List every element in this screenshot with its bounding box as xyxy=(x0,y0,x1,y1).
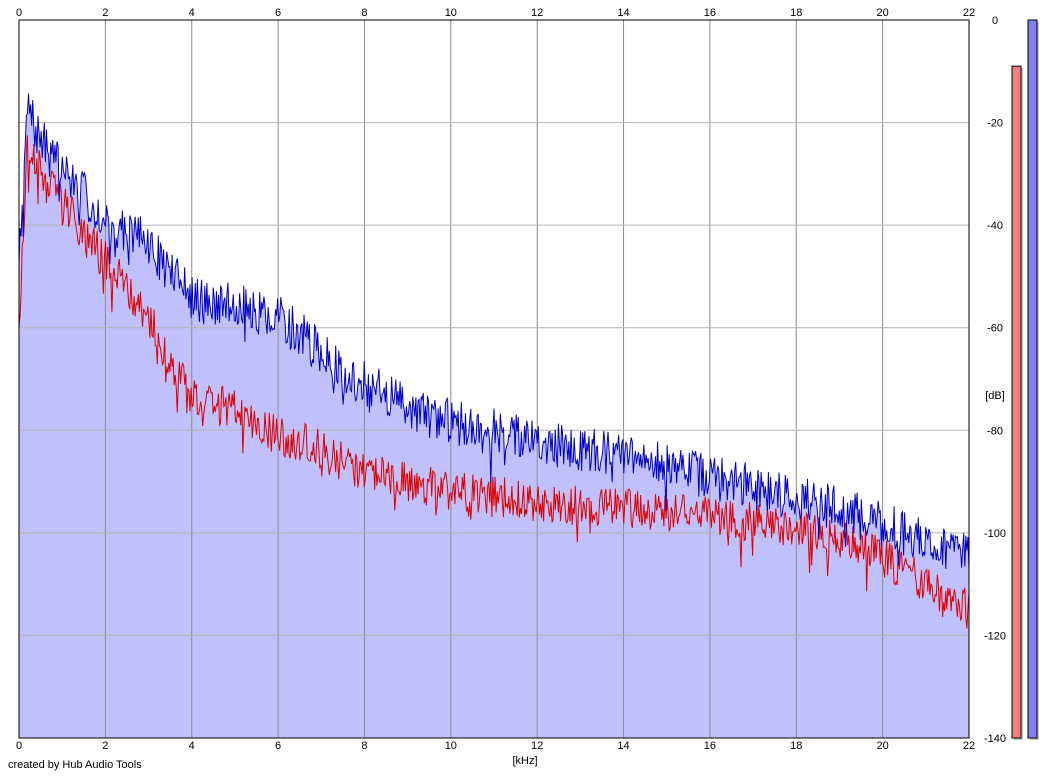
x-tick-top-label: 4 xyxy=(189,7,195,19)
x-tick-top-label: 16 xyxy=(704,7,716,19)
level-meter-bar xyxy=(1011,65,1022,739)
y-tick-label: -20 xyxy=(987,118,1003,130)
series-lines xyxy=(18,93,970,629)
x-tick-top-label: 6 xyxy=(275,7,281,19)
level-meters xyxy=(1011,19,1039,740)
x-tick-top-label: 2 xyxy=(102,7,108,19)
level-meter-bar xyxy=(1027,19,1038,739)
x-tick-bottom-label: 8 xyxy=(361,740,367,752)
y-tick-label: -40 xyxy=(987,220,1003,232)
x-tick-top-label: 8 xyxy=(361,7,367,19)
y-ticks-right: 0 -20 -40 -60 -80 -100 -120 -140 xyxy=(984,15,1006,745)
x-tick-top-label: 14 xyxy=(617,7,629,19)
x-tick-bottom-label: 0 xyxy=(16,740,22,752)
y-tick-label: -80 xyxy=(987,425,1003,437)
x-tick-bottom-label: 22 xyxy=(963,740,975,752)
x-tick-top-label: 22 xyxy=(963,7,975,19)
y-tick-label: 0 xyxy=(992,15,998,27)
x-tick-top-label: 0 xyxy=(16,7,22,19)
x-tick-top-label: 18 xyxy=(790,7,802,19)
series-line-red xyxy=(18,135,970,629)
x-ticks-top: 0 2 4 6 8 10 12 14 16 18 20 22 xyxy=(16,7,975,19)
x-tick-bottom-label: 14 xyxy=(617,740,629,752)
y-tick-label: -100 xyxy=(984,528,1006,540)
y-tick-label: -60 xyxy=(987,323,1003,335)
x-tick-top-label: 10 xyxy=(445,7,457,19)
y-tick-label: -120 xyxy=(984,630,1006,642)
x-tick-bottom-label: 16 xyxy=(704,740,716,752)
x-tick-top-label: 20 xyxy=(877,7,889,19)
x-ticks-bottom: 0 2 4 6 8 10 12 14 16 18 20 22 xyxy=(16,740,975,752)
x-tick-bottom-label: 18 xyxy=(790,740,802,752)
x-tick-bottom-label: 10 xyxy=(445,740,457,752)
x-tick-bottom-label: 2 xyxy=(102,740,108,752)
x-tick-bottom-label: 20 xyxy=(877,740,889,752)
y-axis-label: [dB] xyxy=(985,390,1005,402)
x-axis-label: [kHz] xyxy=(512,755,537,767)
credit-text: created by Hub Audio Tools xyxy=(8,759,142,771)
plot-frame xyxy=(18,19,970,739)
y-tick-label: -140 xyxy=(984,733,1006,745)
x-tick-bottom-label: 12 xyxy=(531,740,543,752)
x-tick-bottom-label: 6 xyxy=(275,740,281,752)
x-tick-top-label: 12 xyxy=(531,7,543,19)
x-tick-bottom-label: 4 xyxy=(189,740,195,752)
series-line-blue xyxy=(18,93,970,572)
